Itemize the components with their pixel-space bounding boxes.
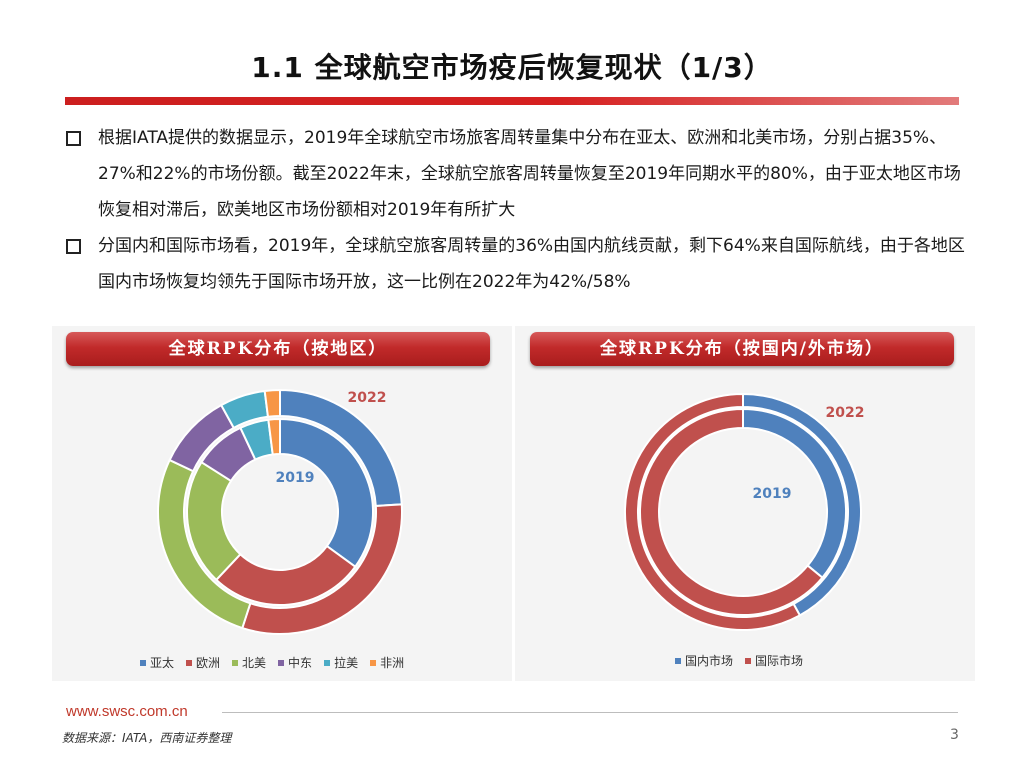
legend-market: 国内市场 国际市场 bbox=[675, 652, 803, 669]
legend-swatch-icon bbox=[278, 659, 285, 666]
bullet-text: 分国内和国际市场看，2019年，全球航空旅客周转量的36%由国内航线贡献，剩下6… bbox=[98, 236, 965, 292]
square-bullet-icon bbox=[66, 131, 81, 146]
donut-chart-region: 2019 2022 bbox=[157, 388, 403, 635]
legend-label: 欧洲 bbox=[196, 656, 221, 670]
legend-swatch-icon bbox=[370, 659, 377, 666]
data-source: 数据来源：IATA，西南证券整理 bbox=[62, 731, 232, 745]
legend-item: 拉美 bbox=[324, 654, 358, 671]
legend-label: 北美 bbox=[242, 656, 267, 670]
series-label-2022: 2022 bbox=[826, 405, 865, 421]
legend-swatch-icon bbox=[745, 657, 752, 664]
legend-item: 中东 bbox=[278, 654, 312, 671]
website-link[interactable]: www.swsc.com.cn bbox=[66, 703, 188, 720]
series-label-2019: 2019 bbox=[753, 486, 792, 502]
footer-divider bbox=[222, 712, 958, 713]
legend-label: 中东 bbox=[288, 656, 313, 670]
legend-item: 国内市场 bbox=[675, 652, 733, 669]
slice-2019-国际市场 bbox=[639, 407, 824, 616]
bullet-list: 根据IATA提供的数据显示，2019年全球航空市场旅客周转量集中分布在亚太、欧洲… bbox=[64, 120, 974, 300]
page-title: 1.1 全球航空市场疫后恢复现状（1/3） bbox=[251, 51, 773, 84]
bullet-text: 根据IATA提供的数据显示，2019年全球航空市场旅客周转量集中分布在亚太、欧洲… bbox=[98, 128, 961, 220]
slice-2022-国际市场 bbox=[624, 392, 802, 631]
legend-label: 国内市场 bbox=[685, 654, 734, 668]
series-label-2022: 2022 bbox=[348, 390, 387, 406]
legend-item: 欧洲 bbox=[186, 654, 220, 671]
legend-swatch-icon bbox=[232, 659, 239, 666]
legend-label: 亚太 bbox=[150, 656, 175, 670]
series-label-2019: 2019 bbox=[276, 470, 315, 486]
chart-title-region: 全球RPK分布（按地区） bbox=[66, 332, 490, 366]
legend-item: 亚太 bbox=[140, 654, 174, 671]
bullet-item: 根据IATA提供的数据显示，2019年全球航空市场旅客周转量集中分布在亚太、欧洲… bbox=[64, 120, 974, 228]
square-bullet-icon bbox=[66, 239, 81, 254]
legend-swatch-icon bbox=[675, 657, 681, 664]
legend-item: 非洲 bbox=[370, 654, 404, 671]
slice-2022-非洲 bbox=[263, 388, 281, 418]
legend-swatch-icon bbox=[140, 659, 146, 666]
legend-item: 国际市场 bbox=[745, 652, 803, 669]
donut-chart-market: 2019 2022 bbox=[624, 392, 865, 631]
legend-region: 亚太 欧洲 北美 中东 拉美 非洲 bbox=[140, 654, 404, 671]
bullet-item: 分国内和国际市场看，2019年，全球航空旅客周转量的36%由国内航线贡献，剩下6… bbox=[64, 228, 974, 300]
slice-2019-非洲 bbox=[267, 417, 281, 456]
legend-swatch-icon bbox=[186, 659, 193, 666]
legend-label: 非洲 bbox=[380, 656, 405, 670]
legend-label: 拉美 bbox=[334, 656, 359, 670]
chart-title-market: 全球RPK分布（按国内/外市场） bbox=[530, 332, 954, 366]
legend-swatch-icon bbox=[324, 659, 331, 666]
legend-label: 国际市场 bbox=[755, 654, 804, 668]
legend-item: 北美 bbox=[232, 654, 266, 671]
title-underline bbox=[65, 97, 959, 105]
page-number: 3 bbox=[950, 727, 959, 743]
slice-2019-亚太 bbox=[279, 417, 374, 569]
